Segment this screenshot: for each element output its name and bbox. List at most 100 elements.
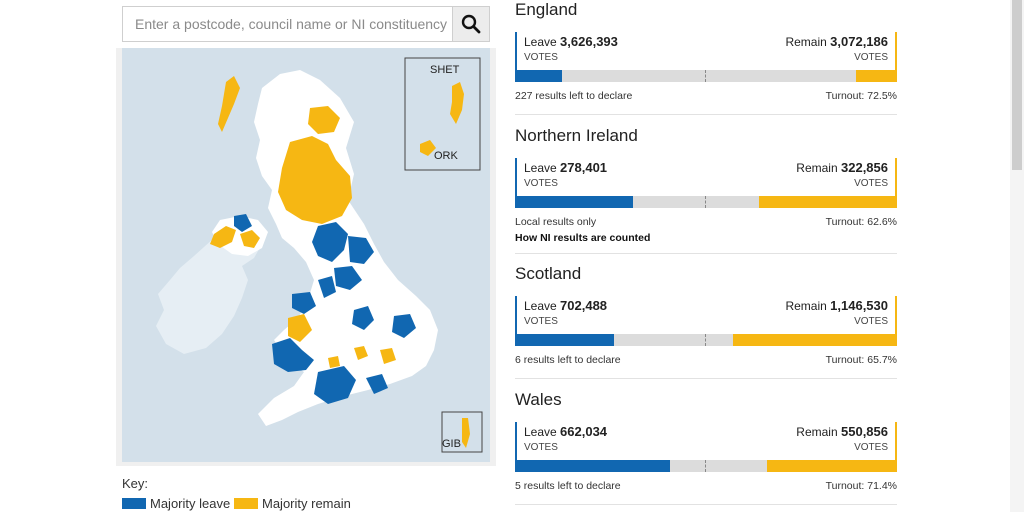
uk-results-map[interactable]: SHET ORK GIB (122, 48, 490, 462)
remain-votes: 550,856 (841, 424, 888, 439)
remain-tally: Remain 1,146,530 VOTES (785, 296, 897, 340)
remain-bar-fill (767, 460, 897, 472)
remain-bar-fill (759, 196, 897, 208)
region-name: England (515, 0, 578, 19)
shetland-orkney-inset (404, 57, 481, 171)
search-input[interactable] (123, 7, 477, 41)
highlands-remain-area[interactable] (308, 106, 340, 134)
leave-votes-caption: VOTES (524, 316, 558, 327)
leave-votes: 278,401 (560, 160, 608, 175)
leave-bar-fill (515, 196, 634, 208)
leave-label: Leave (524, 299, 557, 313)
remain-votes: 1,146,530 (830, 298, 888, 313)
remain-votes-caption: VOTES (854, 178, 888, 189)
leave-votes: 3,626,393 (560, 34, 618, 49)
result-bar (515, 70, 897, 82)
remain-votes-caption: VOTES (854, 442, 888, 453)
ni-remain-area-2[interactable] (240, 230, 260, 248)
region-divider (515, 253, 897, 254)
turnout: Turnout: 65.7% (825, 354, 897, 366)
turnout: Turnout: 72.5% (825, 90, 897, 102)
gibraltar-label: GIB (442, 438, 461, 450)
midlands-leave[interactable] (352, 306, 374, 330)
ireland-landmass (156, 226, 262, 354)
london-remain-area[interactable] (380, 348, 396, 364)
lancashire-leave[interactable] (318, 276, 336, 298)
western-isles-remain[interactable] (218, 76, 240, 132)
bristol-remain-area[interactable] (328, 356, 340, 368)
remain-label: Remain (796, 425, 838, 439)
midpoint-marker (705, 196, 706, 208)
remain-votes-caption: VOTES (854, 52, 888, 63)
shetland-islands[interactable] (450, 82, 464, 124)
region-result: Wales Leave 662,034 VOTES Remain 550,856… (515, 390, 897, 515)
turnout: Turnout: 71.4% (825, 480, 897, 492)
map-panel: SHET ORK GIB (116, 48, 496, 466)
south-west-england-leave[interactable] (314, 366, 356, 404)
midpoint-marker (705, 334, 706, 346)
leave-tally: Leave 662,034 VOTES (515, 422, 607, 466)
midpoint-marker (705, 70, 706, 82)
wales-leave-area[interactable] (272, 338, 314, 372)
key-title: Key: (122, 476, 149, 491)
gibraltar-area[interactable] (462, 418, 470, 448)
remain-swatch (234, 498, 258, 509)
leave-label: Leave (524, 35, 557, 49)
yorkshire-leave[interactable] (334, 266, 362, 290)
search-box (122, 6, 490, 42)
east-england-leave[interactable] (392, 314, 416, 338)
search-button[interactable] (452, 7, 489, 41)
leave-tally: Leave 278,401 VOTES (515, 158, 607, 202)
remain-votes-caption: VOTES (854, 316, 888, 327)
wales-north-leave[interactable] (292, 292, 316, 314)
ni-leave-area[interactable] (234, 214, 252, 232)
region-divider (515, 378, 897, 379)
region-result: Scotland Leave 702,488 VOTES Remain 1,14… (515, 264, 897, 389)
leave-swatch (122, 498, 146, 509)
oxford-remain-area[interactable] (354, 346, 368, 360)
north-east-england-leave[interactable] (348, 236, 374, 264)
leave-votes: 662,034 (560, 424, 608, 439)
leave-key-label: Majority leave (150, 496, 231, 511)
gibraltar-inset (441, 411, 483, 453)
result-bar (515, 334, 897, 346)
midpoint-marker (705, 460, 706, 472)
remain-key-label: Majority remain (262, 496, 351, 511)
leave-votes: 702,488 (560, 298, 608, 313)
orkney-label: ORK (434, 150, 458, 162)
remain-label: Remain (785, 299, 827, 313)
leave-votes-caption: VOTES (524, 178, 558, 189)
scrollbar[interactable] (1010, 0, 1024, 512)
north-west-england-leave[interactable] (312, 222, 348, 262)
remain-tally: Remain 3,072,186 VOTES (785, 32, 897, 76)
results-left: Local results only (515, 216, 597, 228)
region-name: Wales (515, 390, 562, 409)
remain-votes: 322,856 (841, 160, 888, 175)
result-bar (515, 460, 897, 472)
results-left: 5 results left to declare (515, 480, 621, 492)
scotland-remain-area[interactable] (278, 136, 352, 224)
wales-remain-area[interactable] (288, 314, 312, 342)
remain-bar-fill (855, 70, 897, 82)
region-name: Scotland (515, 264, 582, 283)
south-coast-leave[interactable] (366, 374, 388, 394)
ni-remain-area[interactable] (210, 226, 236, 248)
leave-label: Leave (524, 425, 557, 439)
results-left: 6 results left to declare (515, 354, 621, 366)
orkney-islands[interactable] (420, 140, 436, 156)
results-left: 227 results left to declare (515, 90, 633, 102)
leave-votes-caption: VOTES (524, 442, 558, 453)
region-result: Northern Ireland Leave 278,401 VOTES Rem… (515, 126, 897, 254)
leave-bar-fill (515, 334, 615, 346)
remain-tally: Remain 322,856 VOTES (796, 158, 897, 202)
region-name: Northern Ireland (515, 126, 638, 145)
region-result: England Leave 3,626,393 VOTES Remain 3,0… (515, 0, 897, 125)
ni-counting-link[interactable]: How NI results are counted (515, 232, 651, 244)
leave-label: Leave (524, 161, 557, 175)
scrollbar-thumb[interactable] (1012, 0, 1022, 170)
leave-votes-caption: VOTES (524, 52, 558, 63)
leave-bar-fill (515, 460, 670, 472)
region-divider (515, 114, 897, 115)
turnout: Turnout: 62.6% (825, 216, 897, 228)
search-icon (461, 14, 481, 34)
